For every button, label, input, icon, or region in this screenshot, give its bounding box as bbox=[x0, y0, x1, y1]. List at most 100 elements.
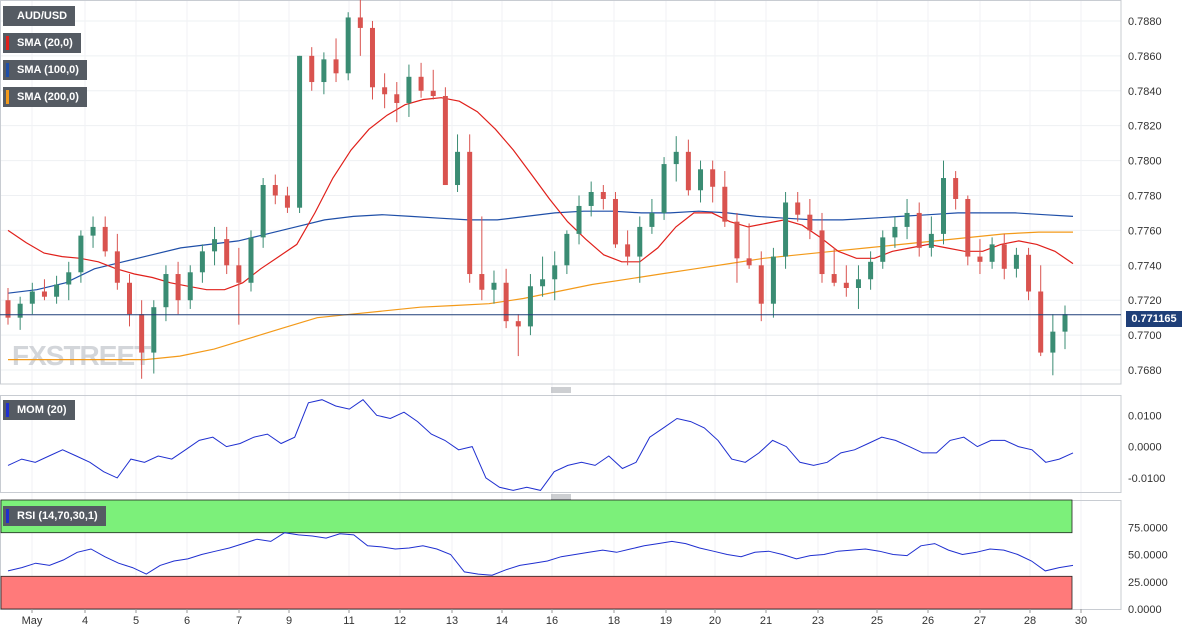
candle bbox=[965, 195, 971, 266]
candle-body bbox=[734, 221, 740, 259]
candle bbox=[843, 265, 849, 297]
candle bbox=[783, 192, 789, 269]
candle bbox=[564, 230, 570, 275]
price-panel-frame bbox=[0, 0, 1122, 385]
candle-body bbox=[576, 205, 582, 234]
candle-body bbox=[102, 226, 108, 252]
rsi-label: RSI (14,70,30,1) bbox=[17, 510, 98, 522]
time-tick-label: 19 bbox=[660, 615, 672, 627]
candle-body bbox=[770, 256, 776, 304]
candle bbox=[175, 261, 181, 315]
time-tick-label: 7 bbox=[236, 615, 242, 627]
candle-body bbox=[345, 17, 351, 74]
candle bbox=[928, 216, 934, 257]
candle bbox=[649, 198, 655, 234]
candle-body bbox=[831, 274, 837, 283]
candle bbox=[941, 160, 947, 245]
candle-body bbox=[855, 279, 861, 288]
sma20-label: SMA (20,0) bbox=[17, 37, 73, 49]
candle-body bbox=[90, 226, 96, 236]
candle-body bbox=[710, 169, 716, 187]
candle bbox=[673, 136, 679, 182]
sma20-swatch bbox=[6, 36, 9, 50]
time-tick-label: May bbox=[22, 615, 43, 627]
rsi-tick-label: 0.0000 bbox=[1128, 604, 1162, 616]
candle-body bbox=[418, 76, 424, 91]
time-tick-label: 26 bbox=[922, 615, 934, 627]
candle bbox=[1026, 247, 1032, 301]
candle bbox=[722, 171, 728, 227]
candle-body bbox=[1013, 254, 1019, 269]
candle bbox=[455, 134, 461, 192]
candle bbox=[345, 12, 351, 81]
candle-body bbox=[406, 76, 412, 103]
candle bbox=[515, 314, 521, 357]
candle bbox=[685, 139, 691, 196]
candle-body bbox=[126, 282, 132, 315]
candle bbox=[333, 38, 339, 83]
candle-body bbox=[953, 178, 959, 199]
price-tick-label: 0.7720 bbox=[1128, 295, 1162, 307]
candle bbox=[199, 244, 205, 283]
candle-body bbox=[260, 185, 266, 238]
candle-body bbox=[29, 291, 35, 304]
candle bbox=[260, 178, 266, 248]
candle-body bbox=[479, 274, 485, 290]
candle-body bbox=[430, 90, 436, 96]
candle bbox=[187, 265, 193, 309]
candle-body bbox=[151, 307, 157, 353]
candle-body bbox=[1062, 314, 1068, 332]
candle-body bbox=[394, 94, 400, 103]
symbol-label: AUD/USD bbox=[17, 10, 68, 22]
mom-legend: MOM (20) bbox=[3, 400, 75, 420]
candle-body bbox=[989, 244, 995, 262]
candle bbox=[831, 247, 837, 287]
candle-body bbox=[139, 314, 145, 353]
candle-body bbox=[698, 169, 704, 191]
candle bbox=[868, 251, 874, 290]
time-tick-label: 18 bbox=[608, 615, 620, 627]
time-tick-label: 28 bbox=[1024, 615, 1036, 627]
candle bbox=[576, 195, 582, 245]
rsi-line bbox=[7, 532, 1074, 576]
candle bbox=[904, 198, 910, 240]
candle bbox=[916, 202, 922, 257]
candle-body bbox=[588, 192, 594, 206]
sma100-swatch bbox=[6, 63, 9, 77]
sma100-legend: SMA (100,0) bbox=[3, 60, 87, 80]
candle-body bbox=[78, 235, 84, 273]
rsi-legend: RSI (14,70,30,1) bbox=[3, 506, 106, 526]
candle-body bbox=[527, 286, 533, 327]
rsi-swatch bbox=[6, 509, 9, 523]
candle-body bbox=[916, 212, 922, 248]
candle bbox=[272, 174, 278, 205]
candle-body bbox=[880, 237, 886, 262]
rsi-overbought-zone bbox=[0, 499, 1073, 534]
candle-body bbox=[637, 226, 643, 257]
candle-body bbox=[442, 96, 448, 186]
price-tick-label: 0.7860 bbox=[1128, 51, 1162, 63]
candle bbox=[540, 256, 546, 297]
candle bbox=[661, 157, 667, 220]
candle-body bbox=[758, 265, 764, 304]
candle bbox=[1001, 233, 1007, 280]
candle-body bbox=[746, 258, 752, 266]
time-tick-label: 9 bbox=[286, 615, 292, 627]
candle-body bbox=[5, 300, 11, 318]
candle-body bbox=[722, 186, 728, 222]
candle-body bbox=[540, 279, 546, 287]
rsi-oversold-zone bbox=[0, 575, 1073, 610]
candle bbox=[382, 73, 388, 109]
time-tick-label: 4 bbox=[82, 615, 88, 627]
last-price-tag: 0.771165 bbox=[1126, 311, 1182, 327]
candle bbox=[880, 230, 886, 269]
sma20-line bbox=[7, 97, 1074, 291]
candle bbox=[430, 69, 436, 100]
candle bbox=[892, 216, 898, 248]
candle bbox=[309, 47, 315, 91]
candle bbox=[612, 192, 618, 248]
candle-body bbox=[369, 27, 375, 88]
mom-tick-label: 0.0000 bbox=[1128, 442, 1162, 454]
